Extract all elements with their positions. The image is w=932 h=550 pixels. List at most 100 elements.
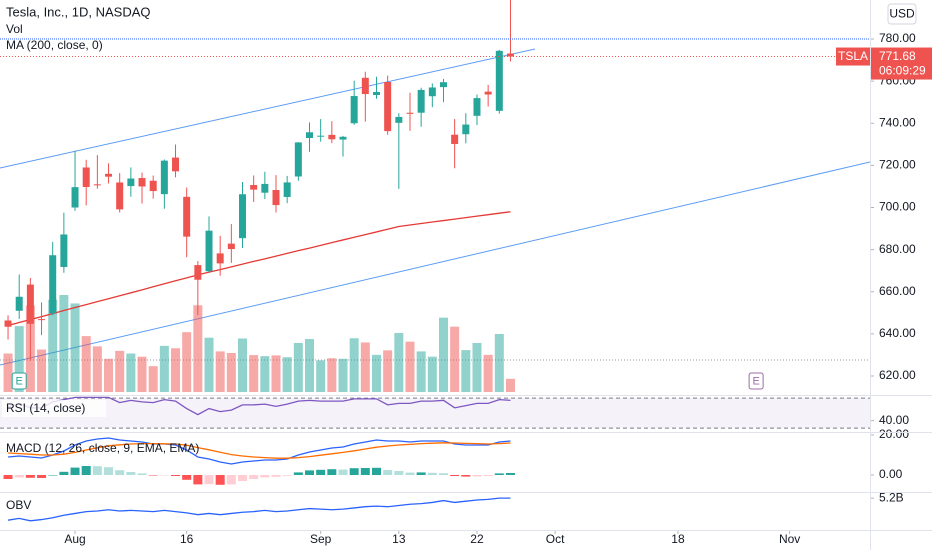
volume-bar	[394, 332, 404, 392]
histogram-bar	[472, 475, 482, 477]
volume-bar	[483, 354, 493, 392]
candle-body	[361, 77, 369, 95]
candle-body	[473, 98, 481, 116]
histogram-bar	[104, 467, 114, 475]
volume-bar	[204, 337, 214, 392]
volume-bar	[461, 350, 471, 392]
y-tick-label: 780.00	[879, 31, 916, 45]
histogram-bar	[505, 473, 515, 475]
histogram-bar	[48, 475, 58, 476]
volume-bar	[338, 358, 348, 392]
candle-body	[484, 91, 492, 95]
indicator-line	[7, 497, 511, 522]
histogram-bar	[293, 472, 303, 475]
volume-bar	[126, 353, 136, 392]
indicator-line	[8, 442, 511, 459]
currency-box[interactable]	[887, 3, 917, 25]
candle-body	[205, 230, 213, 272]
x-tick-label: Nov	[779, 532, 800, 546]
histogram-bar	[416, 472, 426, 475]
histogram-bar	[383, 470, 393, 475]
volume-bar	[159, 345, 169, 392]
event-marker[interactable]	[11, 372, 27, 390]
candle-body	[60, 234, 68, 267]
candle-body	[372, 91, 380, 96]
volume-bar	[182, 332, 192, 392]
candle-body	[149, 180, 157, 192]
label-bg	[2, 400, 106, 417]
volume-bar	[327, 358, 337, 392]
histogram-bar	[92, 466, 102, 475]
candle-body	[250, 185, 258, 190]
candle-body	[506, 53, 514, 57]
y-tick-label: 20.00	[879, 427, 909, 441]
volume-bar	[293, 342, 303, 392]
volume-bar	[226, 352, 236, 392]
volume-bar	[305, 339, 315, 392]
candle-body	[395, 116, 403, 123]
rsi-band	[0, 398, 870, 429]
histogram-bar	[159, 475, 169, 476]
volume-bar	[215, 351, 225, 392]
volume-bar	[137, 356, 147, 392]
legend-volume: Vol	[6, 22, 23, 36]
histogram-bar	[37, 475, 47, 478]
indicator-line	[7, 396, 511, 416]
histogram-bar	[148, 475, 158, 476]
volume-bar	[371, 354, 381, 392]
volume-bar	[14, 326, 24, 392]
volume-bar	[349, 338, 359, 392]
trend-line[interactable]	[0, 48, 536, 169]
candle-body	[227, 243, 235, 250]
histogram-bar	[193, 475, 203, 485]
candle-body	[428, 87, 436, 97]
volume-bar	[92, 346, 102, 392]
y-tick-label: 720.00	[879, 158, 916, 172]
histogram-bar	[461, 475, 471, 477]
last-price-label: 771.68	[879, 49, 916, 63]
histogram-bar	[327, 469, 337, 475]
y-tick-label: 5.2B	[879, 490, 904, 504]
event-marker[interactable]	[748, 372, 764, 390]
volume-bar	[438, 317, 448, 392]
candle-body	[26, 284, 34, 324]
histogram-bar	[81, 466, 91, 475]
candle-body	[294, 142, 302, 177]
histogram-bar	[171, 475, 181, 476]
symbol-tag	[836, 47, 870, 66]
histogram-bar	[483, 475, 493, 476]
y-tick-label: 620.00	[879, 368, 916, 382]
candle-body	[495, 50, 503, 111]
trend-line[interactable]	[0, 161, 870, 366]
volume-bar	[282, 357, 292, 392]
volume-bar	[115, 350, 125, 392]
histogram-bar	[371, 467, 381, 475]
candle-body	[462, 124, 470, 135]
event-label: E	[16, 375, 23, 387]
y-tick-label: 700.00	[879, 200, 916, 214]
candle-body	[15, 296, 23, 311]
histogram-bar	[349, 468, 359, 475]
histogram-bar	[427, 472, 437, 475]
macd-title: MACD (12, 26, close, 9, EMA, EMA)	[6, 441, 199, 455]
volume-bar	[81, 336, 91, 392]
x-tick-label: Aug	[64, 532, 85, 546]
volume-bar	[171, 348, 181, 392]
candle-body	[93, 184, 101, 186]
price-tag	[870, 47, 932, 80]
histogram-bar	[282, 475, 292, 476]
y-tick-label: 680.00	[879, 242, 916, 256]
candle-body	[417, 89, 425, 113]
histogram-bar	[215, 475, 225, 485]
x-tick-label: 22	[470, 532, 484, 546]
volume-bar	[238, 338, 248, 392]
candle-body	[317, 135, 325, 137]
candle-body	[350, 96, 358, 124]
volume-bar	[104, 358, 114, 392]
histogram-bar	[249, 475, 259, 479]
histogram-bar	[316, 469, 326, 475]
candle-body	[183, 196, 191, 237]
histogram-bar	[338, 469, 348, 475]
volume-bar	[316, 360, 326, 392]
